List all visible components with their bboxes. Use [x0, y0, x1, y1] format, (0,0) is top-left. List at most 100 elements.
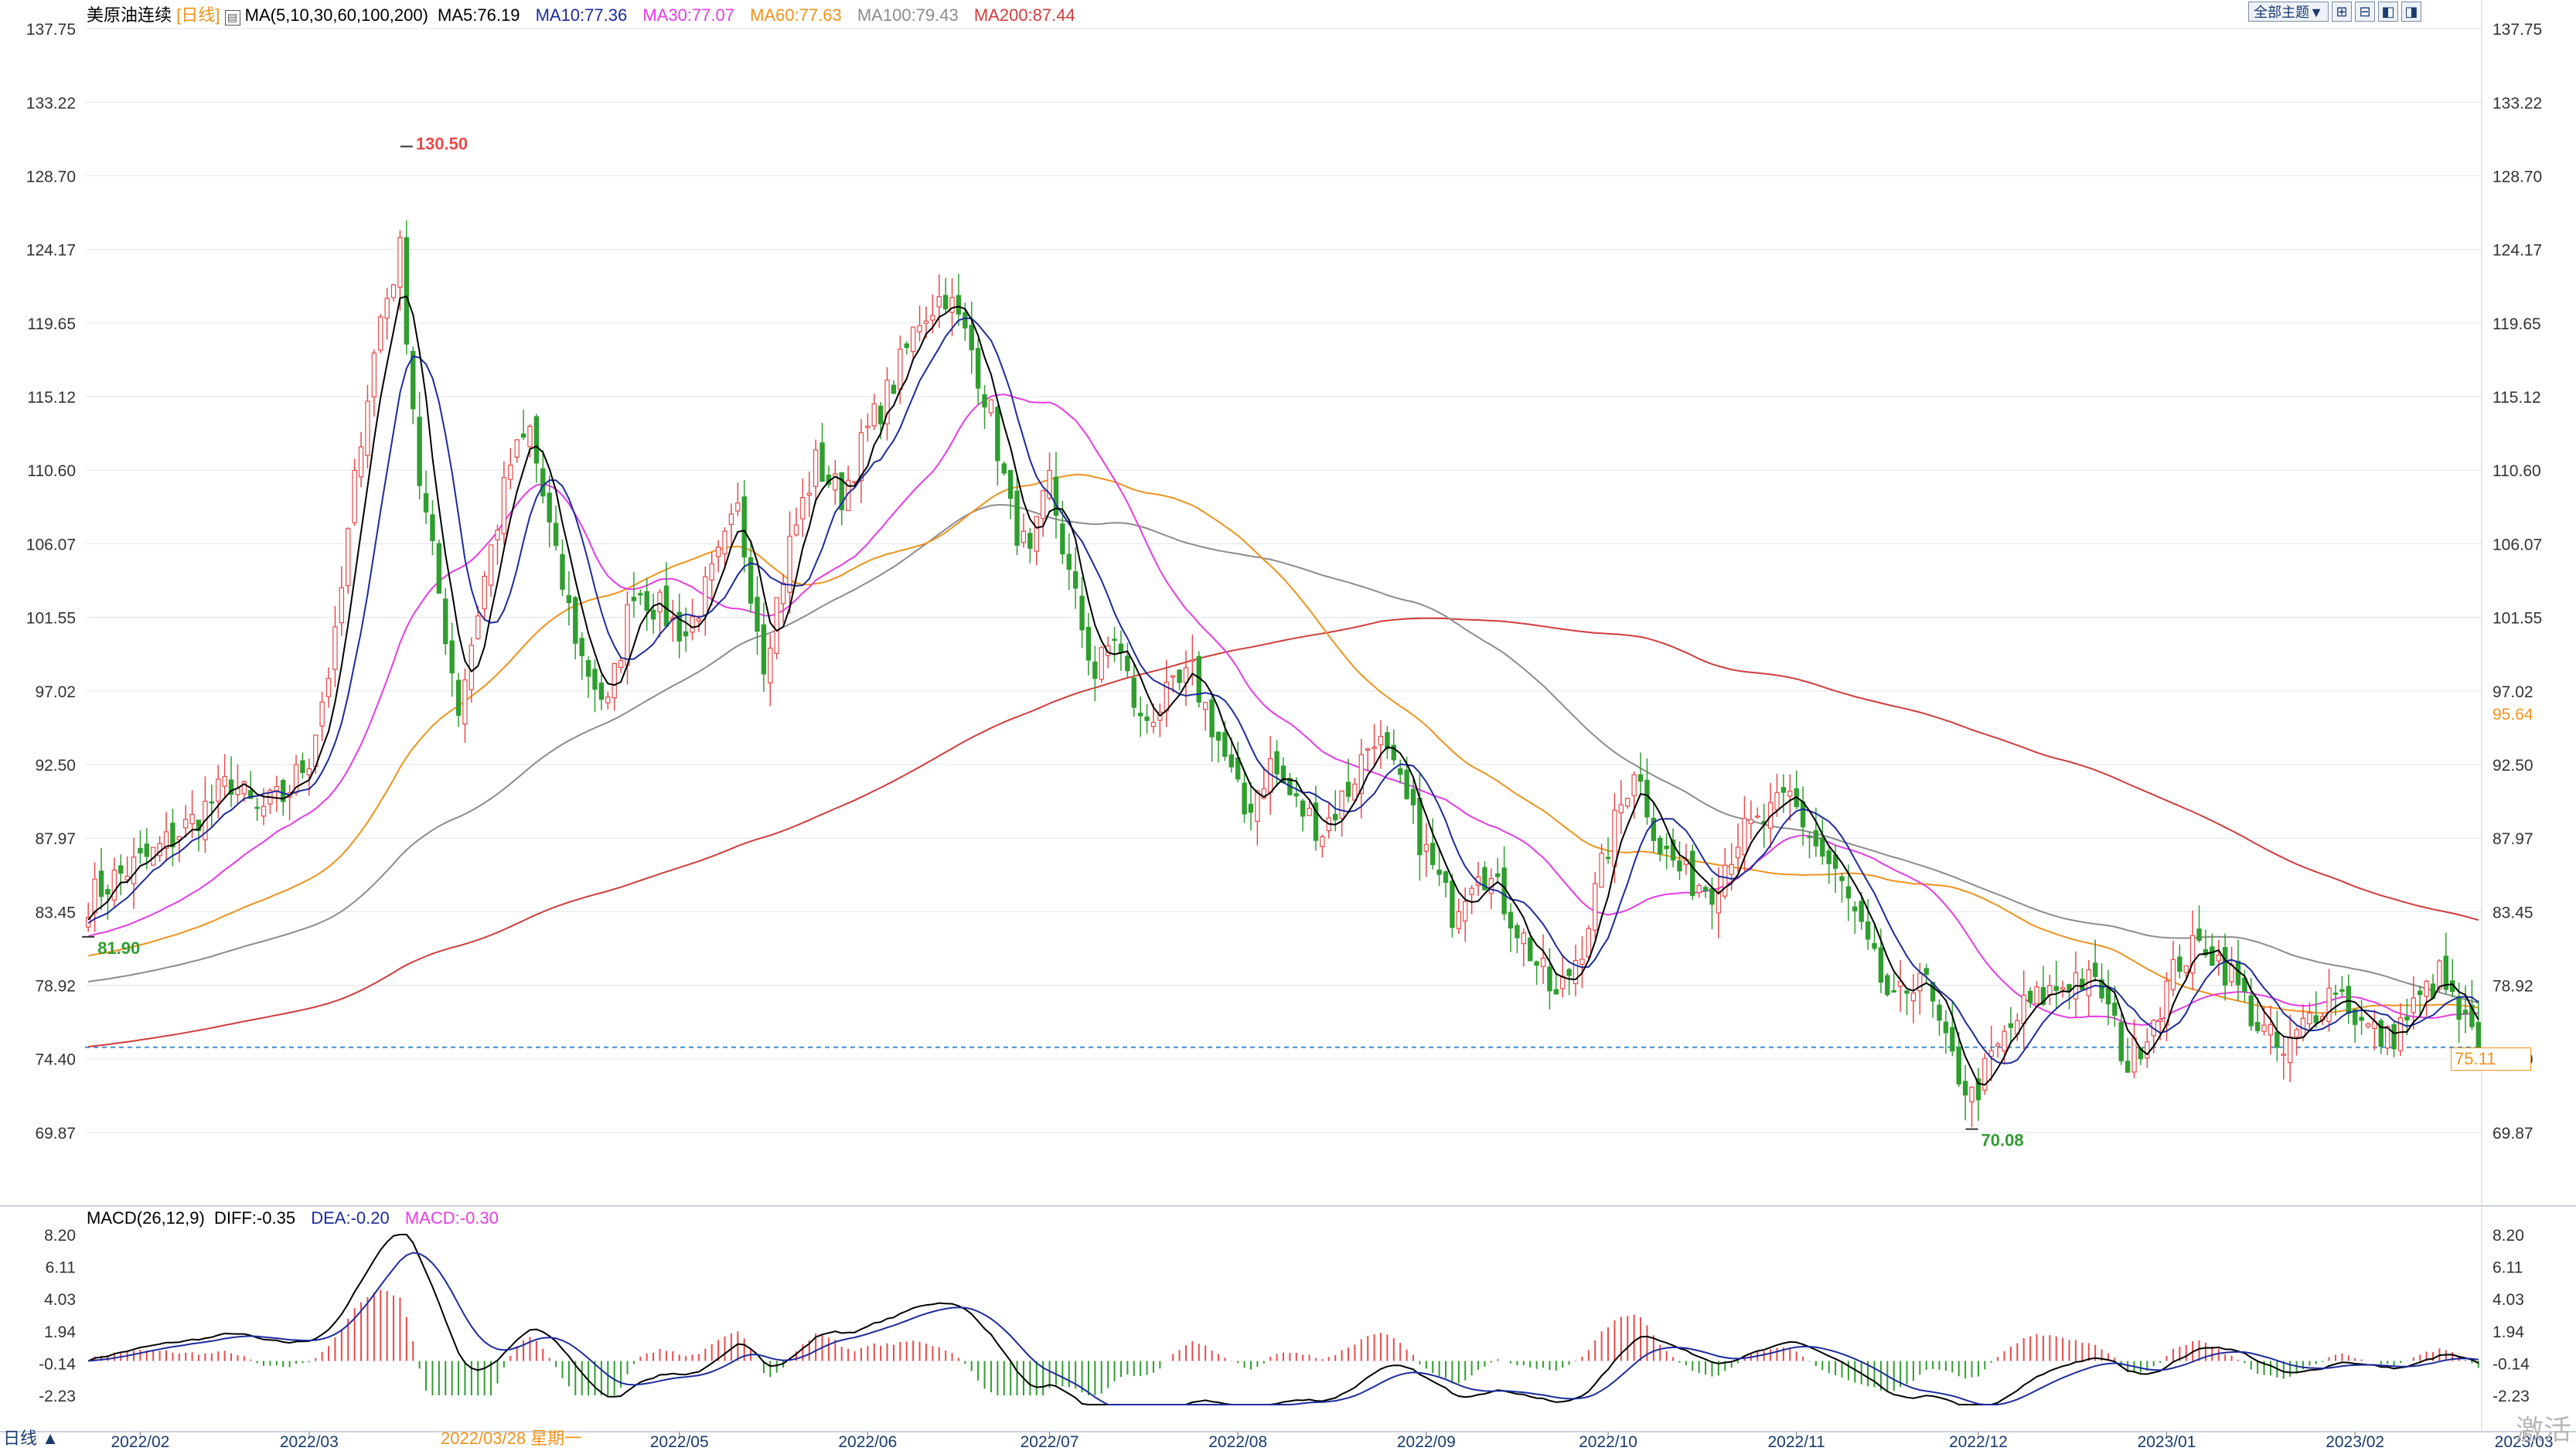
ma-settings-icon[interactable]: ▤ — [224, 10, 240, 26]
candle — [1780, 774, 1787, 813]
candle — [1137, 696, 1143, 737]
scroll-left-icon[interactable]: ◧ — [2378, 2, 2398, 22]
candle-body — [1456, 911, 1462, 929]
candle — [995, 405, 1000, 486]
period-switch-button[interactable]: 日线 ▲ — [3, 1429, 59, 1448]
candle — [520, 409, 526, 440]
candlesticks[interactable] — [85, 220, 2482, 1128]
candle-body — [390, 284, 397, 298]
macd-axis-label-left: 6.11 — [46, 1259, 76, 1277]
zoom-in-icon[interactable]: ⊟ — [2355, 2, 2375, 22]
candle-body — [2384, 1026, 2390, 1049]
candle — [774, 597, 779, 659]
candle — [982, 385, 987, 430]
candle-body — [346, 528, 351, 587]
candle-body — [1053, 476, 1059, 516]
candle — [1085, 612, 1092, 676]
candle — [891, 380, 897, 394]
price-axis-label-left: 97.02 — [35, 683, 76, 701]
candle — [904, 341, 909, 355]
candle — [1345, 758, 1351, 802]
candle — [1443, 870, 1449, 898]
candle — [858, 419, 864, 504]
candle — [1410, 778, 1416, 825]
candle-body — [1820, 837, 1825, 857]
candle-body — [904, 343, 909, 349]
candle — [845, 465, 851, 512]
candle-body — [1137, 712, 1143, 717]
price-axis-label-right: 101.55 — [2493, 610, 2542, 628]
price-axis-label-right: 110.60 — [2493, 462, 2541, 480]
candle — [2080, 968, 2085, 991]
candle-body — [1313, 802, 1319, 841]
candle-body — [540, 468, 546, 497]
activation-watermark: 激活 — [2515, 1414, 2571, 1446]
candle-body — [1735, 846, 1741, 859]
candle — [1709, 877, 1715, 930]
candle — [287, 785, 292, 821]
candle — [819, 422, 825, 482]
price-axis-label-right: 137.75 — [2493, 21, 2542, 39]
candle-body — [533, 416, 540, 464]
candle — [703, 566, 708, 636]
candle-body — [1872, 942, 1877, 949]
period-tag[interactable]: [日线] — [176, 5, 220, 25]
candle-body — [404, 237, 410, 345]
candle — [2145, 1028, 2150, 1068]
candle — [2118, 1013, 2124, 1065]
candle-body — [553, 523, 559, 547]
candle — [352, 458, 357, 526]
candle — [598, 674, 605, 710]
candle — [1326, 803, 1332, 839]
candle — [216, 765, 221, 819]
candle — [1131, 662, 1136, 717]
candle-body — [1644, 779, 1650, 818]
macd-panel[interactable] — [87, 1234, 2479, 1405]
candle — [650, 594, 656, 634]
candle — [553, 506, 559, 551]
candle-body — [1962, 1081, 1968, 1096]
candle — [1313, 785, 1319, 851]
candle-body — [2060, 987, 2066, 990]
candle — [715, 540, 721, 573]
chart-toolbar: 全部主题▼ ⊞ ⊟ ◧ ◨ — [2248, 2, 2421, 22]
candle-body — [352, 469, 357, 523]
candle-body — [105, 888, 111, 895]
macd-macd-value: MACD:-0.30 — [404, 1208, 499, 1228]
candle — [1385, 726, 1390, 759]
candle — [1398, 759, 1403, 784]
candle-body — [1202, 701, 1208, 710]
candle-body — [2411, 997, 2416, 1013]
candle-body — [1352, 783, 1358, 801]
candle — [1060, 501, 1065, 564]
candle-body — [1125, 656, 1130, 672]
candle — [436, 539, 442, 594]
candle-body — [482, 575, 487, 610]
scroll-right-icon[interactable]: ◨ — [2401, 2, 2421, 22]
candle — [1456, 898, 1462, 935]
candle-body — [2456, 996, 2462, 1020]
candle — [1034, 516, 1039, 566]
topic-dropdown-button[interactable]: 全部主题▼ — [2248, 2, 2329, 22]
candle — [2274, 1010, 2280, 1061]
price-axis-label-left: 137.75 — [26, 21, 76, 39]
candle — [676, 593, 682, 659]
layout-grid-icon[interactable]: ⊞ — [2332, 2, 2352, 22]
candle-body — [358, 446, 364, 478]
candle-body — [371, 353, 377, 397]
candle — [2131, 1019, 2137, 1078]
candle-body — [1586, 928, 1592, 958]
candle-body — [1566, 969, 1572, 976]
candle-body — [644, 591, 649, 611]
candle — [235, 765, 240, 804]
candle-body — [598, 683, 605, 700]
candle — [1508, 903, 1514, 952]
candle — [1423, 823, 1429, 877]
candle-body — [1293, 793, 1300, 797]
price-axis-label-right: 115.12 — [2493, 389, 2541, 407]
candle-body — [1177, 669, 1182, 683]
candle-body — [430, 514, 435, 541]
candle — [1144, 703, 1150, 734]
price-axis-label-right: 133.22 — [2493, 94, 2542, 112]
